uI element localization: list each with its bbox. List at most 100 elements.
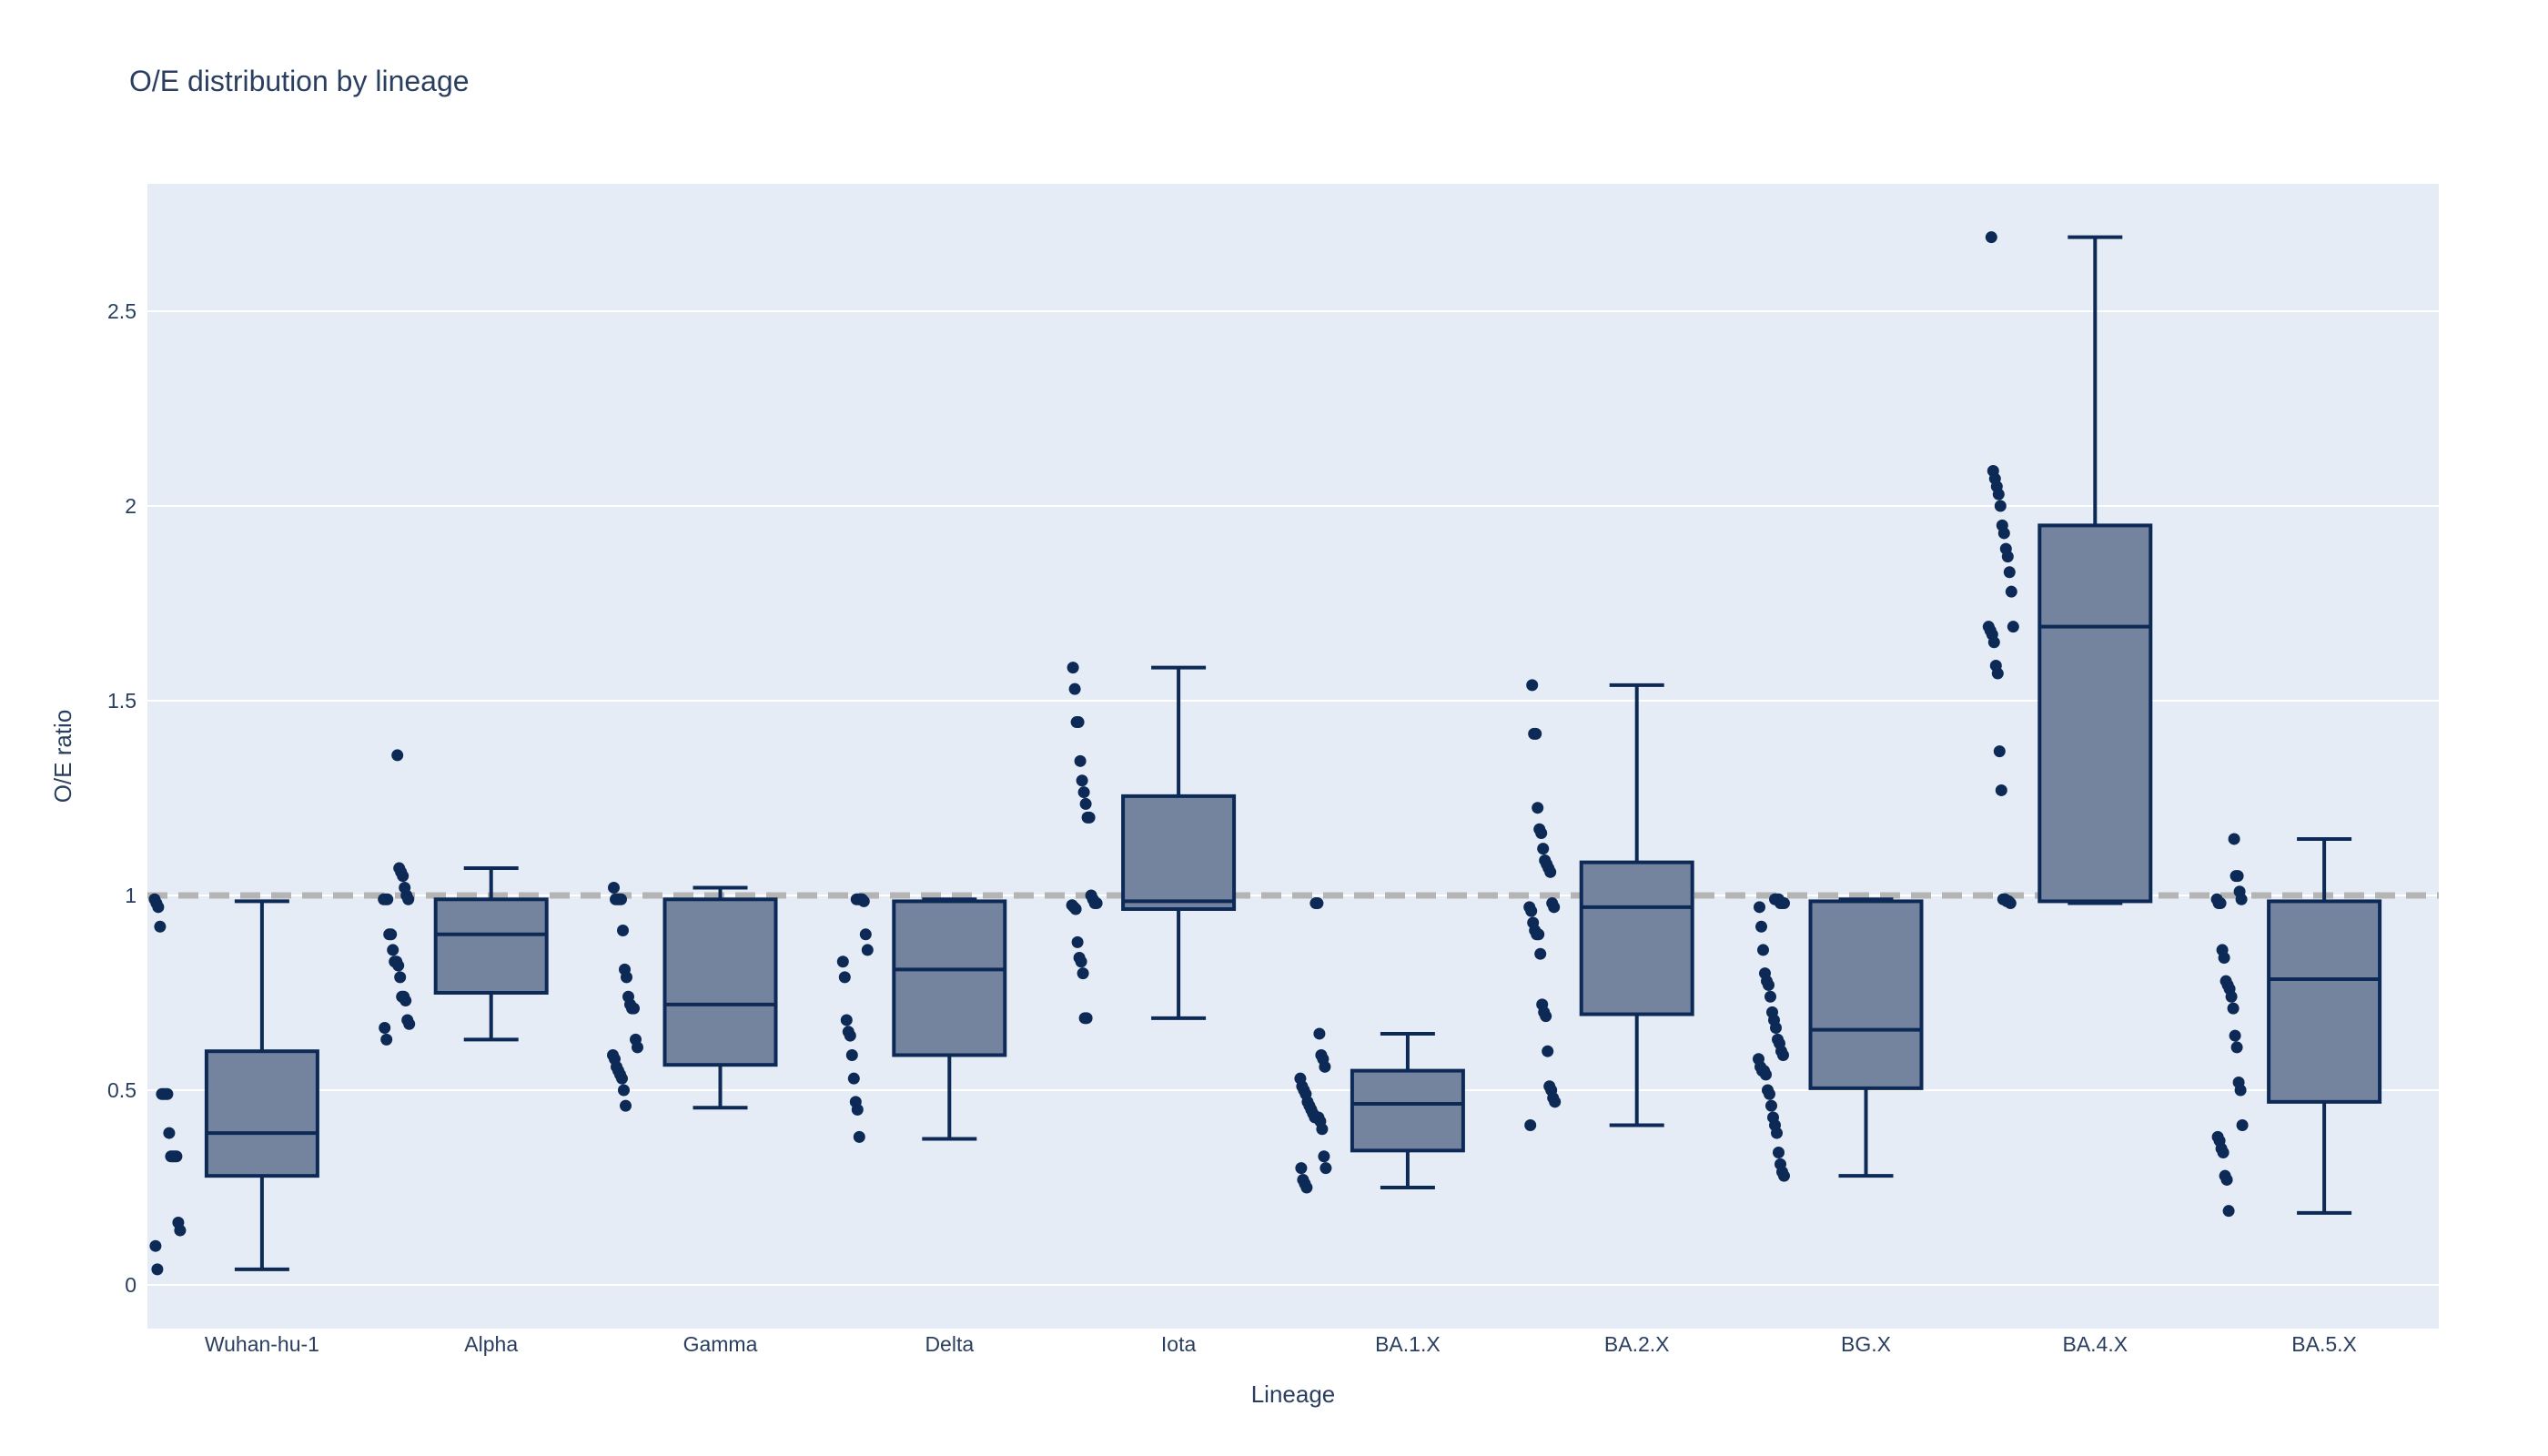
data-point <box>149 1239 162 1252</box>
box-gamma <box>662 885 778 1110</box>
data-point <box>1994 500 2007 512</box>
box-iqr <box>1121 794 1237 911</box>
data-point <box>2003 566 2016 579</box>
box-iqr <box>662 897 778 1067</box>
data-point <box>1313 1027 1326 1040</box>
x-tick-label: Delta <box>925 1332 974 1356</box>
data-point <box>399 995 412 1007</box>
data-point <box>170 1150 183 1163</box>
box-iqr <box>892 899 1007 1057</box>
data-point <box>391 749 404 762</box>
data-point <box>2214 897 2227 910</box>
data-point <box>163 1127 176 1139</box>
data-point <box>840 1014 853 1026</box>
box-iqr <box>1350 1068 1465 1153</box>
data-point <box>402 893 415 905</box>
data-point <box>1311 897 1324 910</box>
y-axis-title: O/E ratio <box>49 710 76 804</box>
data-point <box>851 1103 864 1116</box>
data-point <box>844 1029 856 1042</box>
data-point <box>857 895 870 907</box>
data-point <box>1534 947 1547 960</box>
data-point <box>2234 1084 2247 1097</box>
data-point <box>2222 1205 2235 1218</box>
data-point <box>1778 1169 1790 1182</box>
data-point <box>1525 905 1538 917</box>
data-point <box>1067 662 1079 674</box>
x-tick-label: Iota <box>1161 1332 1197 1356</box>
data-point <box>1778 897 1790 910</box>
x-tick-label: Wuhan-hu-1 <box>205 1332 319 1356</box>
data-point <box>387 944 399 956</box>
data-point <box>1992 488 2005 500</box>
x-tick-label: Alpha <box>464 1332 518 1356</box>
data-point <box>385 928 398 941</box>
data-point <box>1548 901 1561 914</box>
x-tick-label: BA.1.X <box>1375 1332 1441 1356</box>
data-point <box>2004 897 2017 910</box>
data-point <box>1295 1162 1308 1175</box>
box-ba-5-x <box>2267 836 2382 1215</box>
data-point <box>608 881 620 894</box>
box-ba-1-x <box>1350 1031 1465 1189</box>
y-tick-label: 2 <box>125 494 136 518</box>
box-iota <box>1121 665 1237 1020</box>
data-point <box>2218 951 2230 964</box>
y-tick-label: 1 <box>125 884 136 907</box>
data-point <box>1770 1022 1782 1035</box>
data-point <box>1319 1060 1331 1073</box>
box-ba-4-x <box>2037 235 2153 905</box>
data-point <box>1535 827 1548 840</box>
data-point <box>2228 833 2240 845</box>
data-point <box>1537 843 1550 855</box>
data-point <box>2220 1173 2233 1186</box>
data-point <box>1083 811 1096 824</box>
data-point <box>1079 797 1092 810</box>
data-point <box>394 971 407 984</box>
data-point <box>1076 774 1088 787</box>
points-group <box>148 231 2249 1276</box>
data-point <box>1985 231 1997 244</box>
boxes-group <box>204 235 2382 1271</box>
box-delta <box>892 897 1007 1141</box>
data-point <box>620 1099 632 1112</box>
box-iqr <box>1579 860 1694 1016</box>
data-point <box>1077 967 1089 980</box>
data-point <box>1069 903 1082 915</box>
data-point <box>836 956 849 968</box>
data-point <box>1754 901 1765 914</box>
data-point <box>381 893 394 905</box>
x-tick-label: BG.X <box>1841 1332 1891 1356</box>
data-point <box>2005 585 2017 598</box>
data-point <box>2229 1029 2241 1042</box>
data-point <box>174 1224 187 1237</box>
data-point <box>1524 1119 1537 1132</box>
data-point <box>1068 682 1081 695</box>
data-point <box>861 944 874 956</box>
box-iqr <box>204 1049 319 1178</box>
data-point <box>2230 1041 2243 1054</box>
data-point <box>1532 802 1544 814</box>
box-bg-x <box>1808 897 1924 1178</box>
data-point <box>838 971 851 984</box>
data-point <box>1771 1127 1783 1139</box>
data-point <box>2001 551 2014 563</box>
data-point <box>616 1072 628 1085</box>
data-point <box>1993 745 2006 758</box>
data-point <box>1757 944 1769 956</box>
data-point <box>379 1022 391 1035</box>
y-tick-labels: 0 0.5 1 1.5 2 2.5 <box>107 299 136 1297</box>
data-point <box>1316 1123 1329 1136</box>
data-point <box>1318 1150 1330 1163</box>
data-point <box>1530 727 1542 740</box>
box-iqr <box>433 897 549 996</box>
data-point <box>2235 893 2248 905</box>
data-point <box>397 870 410 883</box>
y-tick-label: 1.5 <box>107 689 136 713</box>
box-wuhan-hu-1 <box>204 899 319 1271</box>
data-point <box>617 925 629 937</box>
x-tick-label: Gamma <box>683 1332 758 1356</box>
y-tick-label: 2.5 <box>107 299 136 323</box>
data-point <box>1540 1010 1552 1023</box>
